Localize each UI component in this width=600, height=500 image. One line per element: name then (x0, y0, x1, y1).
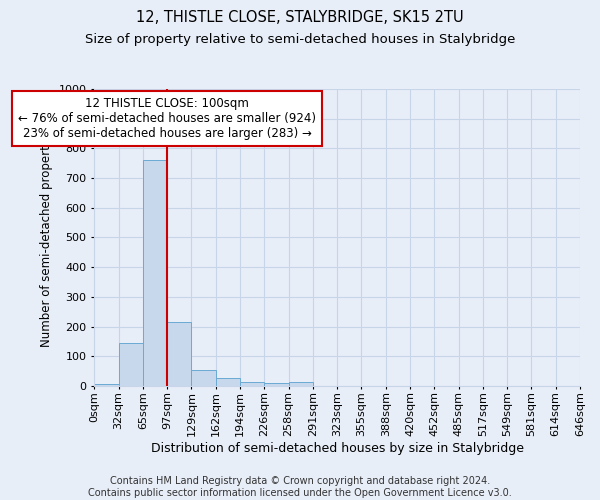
Y-axis label: Number of semi-detached properties: Number of semi-detached properties (40, 128, 53, 347)
Text: Contains HM Land Registry data © Crown copyright and database right 2024.
Contai: Contains HM Land Registry data © Crown c… (88, 476, 512, 498)
Text: 12 THISTLE CLOSE: 100sqm
← 76% of semi-detached houses are smaller (924)
23% of : 12 THISTLE CLOSE: 100sqm ← 76% of semi-d… (18, 98, 316, 140)
Bar (94, 384, 119, 386)
Bar (215, 378, 240, 386)
Bar (264, 383, 289, 386)
Bar (191, 370, 215, 386)
Bar (289, 382, 313, 386)
Bar (240, 382, 264, 386)
Text: Size of property relative to semi-detached houses in Stalybridge: Size of property relative to semi-detach… (85, 32, 515, 46)
Bar (143, 160, 167, 386)
Text: 12, THISTLE CLOSE, STALYBRIDGE, SK15 2TU: 12, THISTLE CLOSE, STALYBRIDGE, SK15 2TU (136, 10, 464, 25)
X-axis label: Distribution of semi-detached houses by size in Stalybridge: Distribution of semi-detached houses by … (151, 442, 524, 455)
Bar (167, 322, 191, 386)
Bar (119, 343, 143, 386)
